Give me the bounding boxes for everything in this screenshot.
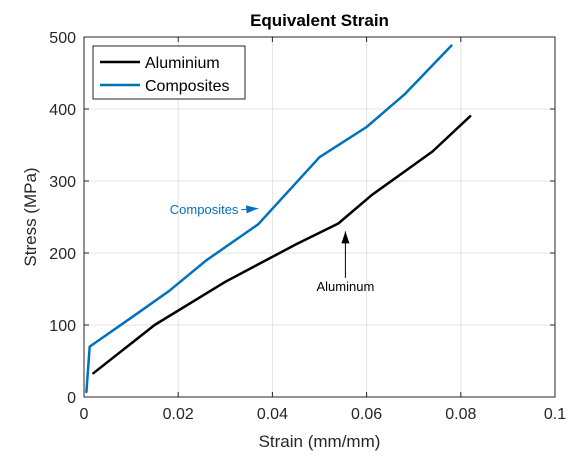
x-tick-label: 0.1: [544, 406, 566, 423]
x-tick-label: 0.02: [163, 406, 194, 423]
plot-frame: [83, 36, 556, 398]
composites-annotation-arrow-head: [245, 205, 259, 214]
legend: Aluminium Composites: [92, 45, 246, 100]
x-tick-label: 0.04: [257, 406, 288, 423]
x-tick-label: 0.06: [351, 406, 382, 423]
series-line-composites: [85, 44, 453, 394]
y-axis-label: Stress (MPa): [21, 167, 40, 266]
axis-ticks: 0 0.02 0.04 0.06 0.08 0.1 0 100 200 300 400 500: [49, 30, 566, 423]
y-tick-label: 100: [49, 318, 76, 335]
x-axis-label: Strain (mm/mm): [259, 432, 381, 451]
annotations: Composites Aluminum: [170, 202, 375, 294]
x-tick-label: 0.08: [445, 406, 476, 423]
y-tick-label: 500: [49, 30, 76, 47]
legend-label-aluminium: Aluminium: [145, 55, 220, 72]
series-line-aluminium: [92, 114, 472, 375]
series-group: [85, 44, 472, 394]
y-tick-label: 0: [67, 390, 76, 407]
y-tick-label: 400: [49, 102, 76, 119]
aluminum-annotation-arrow-head: [341, 231, 350, 244]
composites-annotation-label: Composites: [170, 202, 239, 217]
legend-label-composites: Composites: [145, 78, 229, 95]
x-tick-label: 0: [80, 406, 89, 423]
chart-title: Equivalent Strain: [250, 11, 389, 30]
y-tick-label: 200: [49, 246, 76, 263]
aluminum-annotation-label: Aluminum: [317, 279, 375, 294]
y-tick-label: 300: [49, 174, 76, 191]
legend-box: [92, 45, 246, 100]
